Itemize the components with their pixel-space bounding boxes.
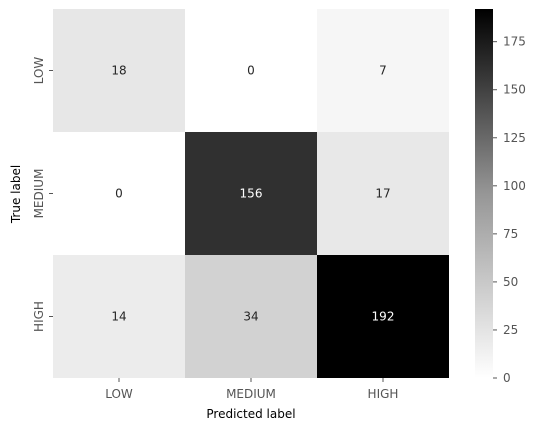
cell-value-label: 192 <box>372 310 395 324</box>
cell-value-label: 14 <box>111 310 126 324</box>
x-axis-title: Predicted label <box>206 407 295 421</box>
heatmap-cell-labels: 18 0 7 0 156 17 14 34 192 <box>111 64 394 324</box>
heatmap-cell <box>185 9 317 132</box>
colorbar-tick-label: 175 <box>503 35 526 49</box>
colorbar-tick-label: 150 <box>503 83 526 97</box>
colorbar-tick-label: 50 <box>503 275 518 289</box>
heatmap-cell <box>317 255 449 378</box>
cell-value-label: 34 <box>243 310 258 324</box>
x-axis: LOW MEDIUM HIGH <box>105 378 398 401</box>
heatmap-cell <box>185 132 317 255</box>
heatmap-cell <box>185 255 317 378</box>
colorbar-tick-label: 25 <box>503 323 518 337</box>
y-tick-label: HIGH <box>32 301 46 332</box>
y-tick-label: MEDIUM <box>32 169 46 219</box>
cell-value-label: 18 <box>111 64 126 78</box>
heatmap-cell <box>53 132 185 255</box>
colorbar-tick-label: 125 <box>503 131 526 145</box>
cell-value-label: 7 <box>379 64 387 78</box>
colorbar: 0 25 50 75 100 125 150 175 <box>475 9 526 385</box>
y-axis-title: True label <box>9 165 23 224</box>
x-tick-label: LOW <box>105 387 133 401</box>
cell-value-label: 156 <box>240 187 263 201</box>
colorbar-tick-label: 0 <box>503 371 511 385</box>
colorbar-gradient <box>475 9 493 378</box>
colorbar-tick-label: 75 <box>503 227 518 241</box>
x-tick-label: HIGH <box>368 387 399 401</box>
cell-value-label: 17 <box>375 187 390 201</box>
x-tick-label: MEDIUM <box>226 387 276 401</box>
heatmap-cell <box>317 9 449 132</box>
y-tick-label: LOW <box>32 57 46 85</box>
heatmap-cell <box>317 132 449 255</box>
heatmap-cells <box>53 9 449 378</box>
cell-value-label: 0 <box>247 64 255 78</box>
y-axis: LOW MEDIUM HIGH <box>32 57 53 332</box>
heatmap-cell <box>53 255 185 378</box>
colorbar-tick-label: 100 <box>503 179 526 193</box>
cell-value-label: 0 <box>115 187 123 201</box>
heatmap-cell <box>53 9 185 132</box>
